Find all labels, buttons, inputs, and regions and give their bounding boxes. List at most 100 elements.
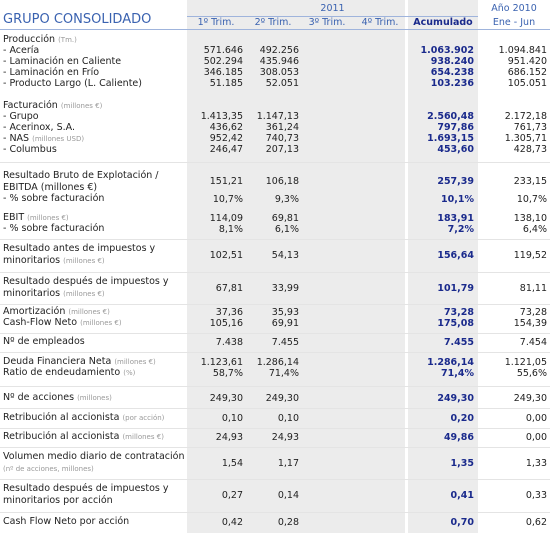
cell-value: 35,93 — [271, 306, 299, 318]
table-row: Facturación (millones €) — [0, 100, 550, 112]
label: - Laminación en Caliente — [3, 55, 122, 67]
label-text: Retribución al accionista (millones €) — [3, 431, 164, 443]
cell-value: 69,81 — [271, 212, 299, 224]
unit: (millones €) — [63, 290, 105, 298]
row-separator — [0, 408, 550, 409]
table-row: Volumen medio diario de contratación (nº … — [0, 451, 550, 475]
row-label: Nº de empleados — [3, 336, 185, 348]
row-label: Amortización (millones €) — [3, 306, 185, 318]
row-label: Facturación (millones €) — [3, 100, 185, 112]
cell-value: 156,64 — [437, 249, 474, 261]
label-text: Amortización (millones €) — [3, 306, 110, 318]
cell-value: 105.051 — [507, 78, 547, 89]
cell-value: 58,7% — [212, 367, 243, 379]
unit: (Tm.) — [58, 36, 77, 44]
table-row: Retribución al accionista (por acción) 0,… — [0, 412, 550, 424]
cell-value: 257,39 — [437, 176, 474, 187]
table-row: Deuda Financiera Neta (millones €) 1.123,… — [0, 356, 550, 368]
cell-value: 24,93 — [215, 431, 243, 443]
column-header: Acumulado — [413, 17, 473, 28]
cell-value: 0,42 — [221, 516, 243, 528]
cell-value: 346.185 — [203, 67, 243, 78]
row-separator — [0, 272, 550, 273]
cell-value: 73,28 — [519, 306, 547, 318]
row-label: - % sobre facturación — [3, 223, 185, 235]
unit: (millones €) — [68, 308, 110, 316]
label-text: Resultado después de impuestos y minorit… — [3, 483, 185, 507]
cell-value: 686.152 — [507, 67, 547, 78]
label: - % sobre facturación — [3, 223, 105, 234]
cell-value: 7.438 — [215, 336, 243, 348]
cell-value: 101,79 — [437, 282, 474, 294]
label-text: - % sobre facturación — [3, 223, 104, 235]
table-row: Producción (Tm.) — [0, 34, 550, 46]
row-separator — [0, 447, 550, 448]
row-label: Nº de acciones (millones) — [3, 392, 185, 404]
table-row: Nº de acciones (millones) 249,30 249,30 249… — [0, 392, 550, 404]
table-row: Resultado antes de impuestos y minoritar… — [0, 242, 550, 268]
cell-value: 6,4% — [522, 223, 547, 235]
cell-value: 0,70 — [450, 516, 474, 528]
label-text: - Laminación en Caliente — [3, 56, 121, 68]
header-rule — [0, 29, 550, 30]
cell-value: 1.413,35 — [200, 111, 243, 122]
label: Amortización — [3, 306, 66, 317]
cell-value: 740,73 — [265, 133, 299, 144]
table-row: Resultado después de impuestos y minorit… — [0, 482, 550, 508]
row-label: EBIT (millones €) — [3, 212, 185, 224]
cell-value: 1.063.902 — [420, 45, 475, 56]
row-separator — [0, 304, 550, 305]
row-separator — [0, 479, 550, 480]
total-band — [408, 0, 478, 533]
label-text: - Acerinox, S.A. — [3, 122, 75, 134]
cell-value: 54,13 — [271, 249, 299, 261]
row-label: - Producto Largo (L. Caliente) — [3, 78, 185, 89]
cell-value: 175,08 — [437, 317, 474, 329]
unit: (millones €) — [63, 257, 105, 265]
label: Facturación — [3, 100, 58, 111]
cell-value: 1,33 — [525, 457, 547, 469]
cell-value: 51.185 — [209, 78, 243, 89]
table-row: Amortización (millones €) 37,36 35,93 73,28… — [0, 306, 550, 318]
label: - Laminación en Frío — [3, 66, 100, 78]
cell-value: 207,13 — [265, 144, 299, 155]
prev-year: Año 2010 — [491, 3, 537, 14]
table-row: - Producto Largo (L. Caliente) 51.185 52.0… — [0, 78, 550, 90]
cell-value: 308.053 — [259, 67, 299, 78]
table-row: - % sobre facturación 8,1% 6,1% 7,2% 6,4% — [0, 223, 550, 235]
cell-value: 154,39 — [513, 317, 547, 329]
table-row: - Laminación en Caliente 502.294 435.946 93… — [0, 56, 550, 68]
row-separator — [0, 162, 550, 163]
table-row: - NAS (millones USD) 952,42 740,73 1.693,15… — [0, 133, 550, 145]
cell-value: 654.238 — [430, 67, 474, 78]
table-row: Resultado después de impuestos y minorit… — [0, 275, 550, 301]
row-label: Resultado antes de impuestos y minoritar… — [3, 242, 185, 268]
table-row: Nº de empleados 7.438 7.455 7.455 7.454 — [0, 336, 550, 348]
unit: (nº de acciones, millones) — [3, 465, 94, 473]
cell-value: 0,14 — [277, 489, 299, 501]
cell-value: 7,2% — [447, 223, 474, 235]
row-separator — [0, 333, 550, 334]
row-label: - Acería — [3, 45, 185, 56]
cell-value: 0,10 — [221, 412, 243, 424]
label: Retribución al accionista — [3, 431, 120, 442]
label: Producción — [3, 34, 56, 45]
cell-value: 1,54 — [221, 457, 243, 469]
label-text: - NAS (millones USD) — [3, 133, 84, 145]
cell-value: 7.455 — [271, 336, 299, 348]
unit: (millones €) — [80, 319, 122, 327]
table-row: Resultado Bruto de Explotación / EBITDA … — [0, 169, 550, 194]
table-row: - Grupo 1.413,35 1.147,13 2.560,48 2.172,18 — [0, 111, 550, 123]
cell-value: 2.172,18 — [504, 111, 547, 122]
label: - Acería — [3, 44, 40, 56]
label: Resultado después de impuestos y minorit… — [3, 276, 169, 299]
column-header: 1º Trim. — [197, 17, 235, 28]
cell-value: 0,10 — [277, 412, 299, 424]
quarter-band — [187, 0, 405, 533]
cell-value: 71,4% — [441, 367, 474, 379]
unit: (por acción) — [122, 414, 165, 422]
row-label: Retribución al accionista (por acción) — [3, 412, 185, 424]
label: Retribución al accionista — [3, 412, 120, 423]
cell-value: 183,91 — [437, 212, 474, 224]
